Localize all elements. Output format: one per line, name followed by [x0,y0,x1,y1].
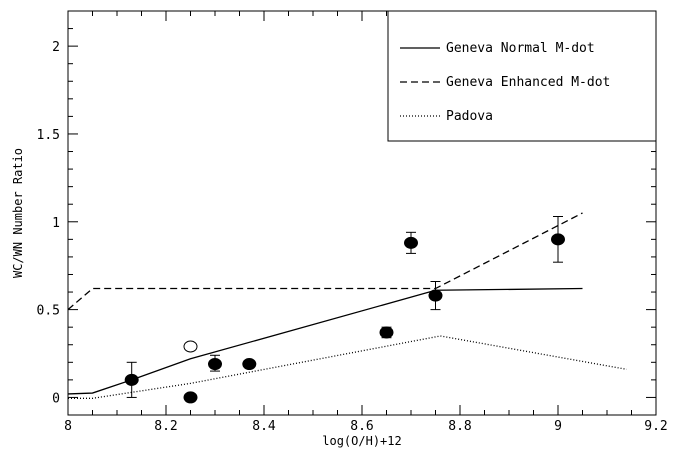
series-line-1 [67,212,583,311]
x-tick-label: 8.6 [350,419,373,434]
data-point [208,358,222,371]
legend-label-geneva-normal: Geneva Normal M-dot [446,41,595,56]
data-point-open [183,340,198,353]
y-tick-label: 0.5 [37,304,60,319]
x-tick-label: 9.2 [644,419,667,434]
x-axis-label: log(O/H)+12 [322,434,401,448]
legend-label-geneva-enhanced: Geneva Enhanced M-dot [446,75,610,90]
tick-labels: 8 8.2 8.4 8.6 8.8 9 9.2 0 0.5 1 1.5 2 [37,40,668,434]
y-tick-label: 1 [52,216,60,231]
x-tick-label: 8.2 [154,419,177,434]
series-lines [67,212,627,399]
y-axis-label: WC/WN Number Ratio [11,148,25,278]
y-tick-label: 1.5 [37,128,60,143]
data-point [379,326,394,339]
legend: Geneva Normal M-dot Geneva Enhanced M-do… [387,10,657,142]
error-bars [126,216,563,398]
data-points [124,233,565,404]
x-tick-label: 8 [64,419,72,434]
data-point [551,233,565,246]
x-tick-label: 8.4 [252,419,276,434]
legend-box [387,10,657,142]
y-tick-label: 2 [52,40,60,55]
legend-label-padova: Padova [446,109,493,124]
data-point [183,391,198,404]
data-point [242,358,257,371]
series-line-0 [67,287,583,395]
x-tick-label: 8.8 [448,419,471,434]
y-tick-label: 0 [52,391,60,406]
data-point [404,236,418,249]
data-point [124,373,139,386]
x-tick-label: 9 [554,419,562,434]
series-line-2 [68,335,627,399]
data-point [428,289,443,302]
